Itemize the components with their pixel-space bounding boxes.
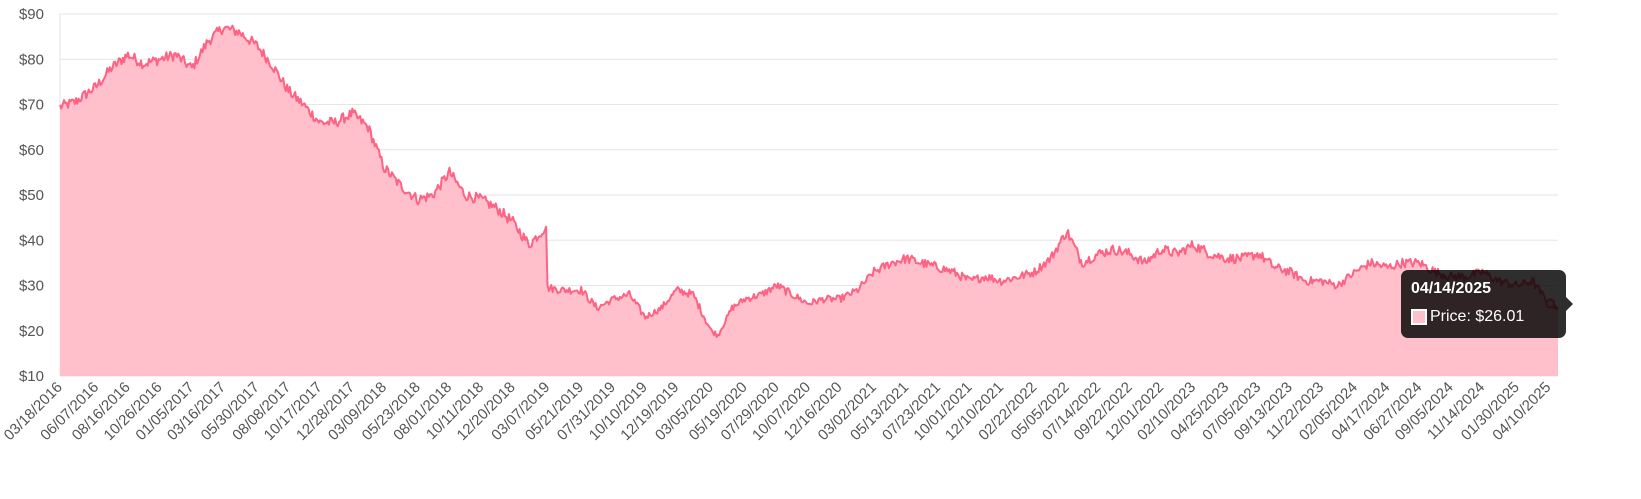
y-tick-label: $60: [19, 142, 44, 159]
y-tick-label: $40: [19, 232, 44, 249]
tooltip-caret: [1566, 297, 1573, 311]
y-tick-label: $50: [19, 187, 44, 204]
price-area-fill: [60, 25, 1558, 376]
tooltip-row: Price: $26.01: [1411, 308, 1556, 326]
y-axis: $10 $20 $30 $40 $50 $60 $70 $80 $90: [19, 6, 44, 385]
tooltip-date: 04/14/2025: [1411, 280, 1492, 297]
price-tooltip: 04/14/2025 Price: $26.01: [1401, 270, 1573, 338]
y-tick-label: $70: [19, 97, 44, 114]
price-line: [59, 24, 1559, 338]
tooltip-color-swatch: [1411, 309, 1427, 325]
y-tick-label: $20: [19, 323, 44, 340]
x-axis: 03/18/201606/07/201608/16/201610/26/2016…: [1, 379, 1555, 444]
y-tick-label: $80: [19, 51, 44, 68]
y-tick-label: $10: [19, 368, 44, 385]
tooltip-value: Price: $26.01: [1430, 308, 1525, 325]
y-tick-label: $90: [19, 6, 44, 23]
y-tick-label: $30: [19, 278, 44, 295]
